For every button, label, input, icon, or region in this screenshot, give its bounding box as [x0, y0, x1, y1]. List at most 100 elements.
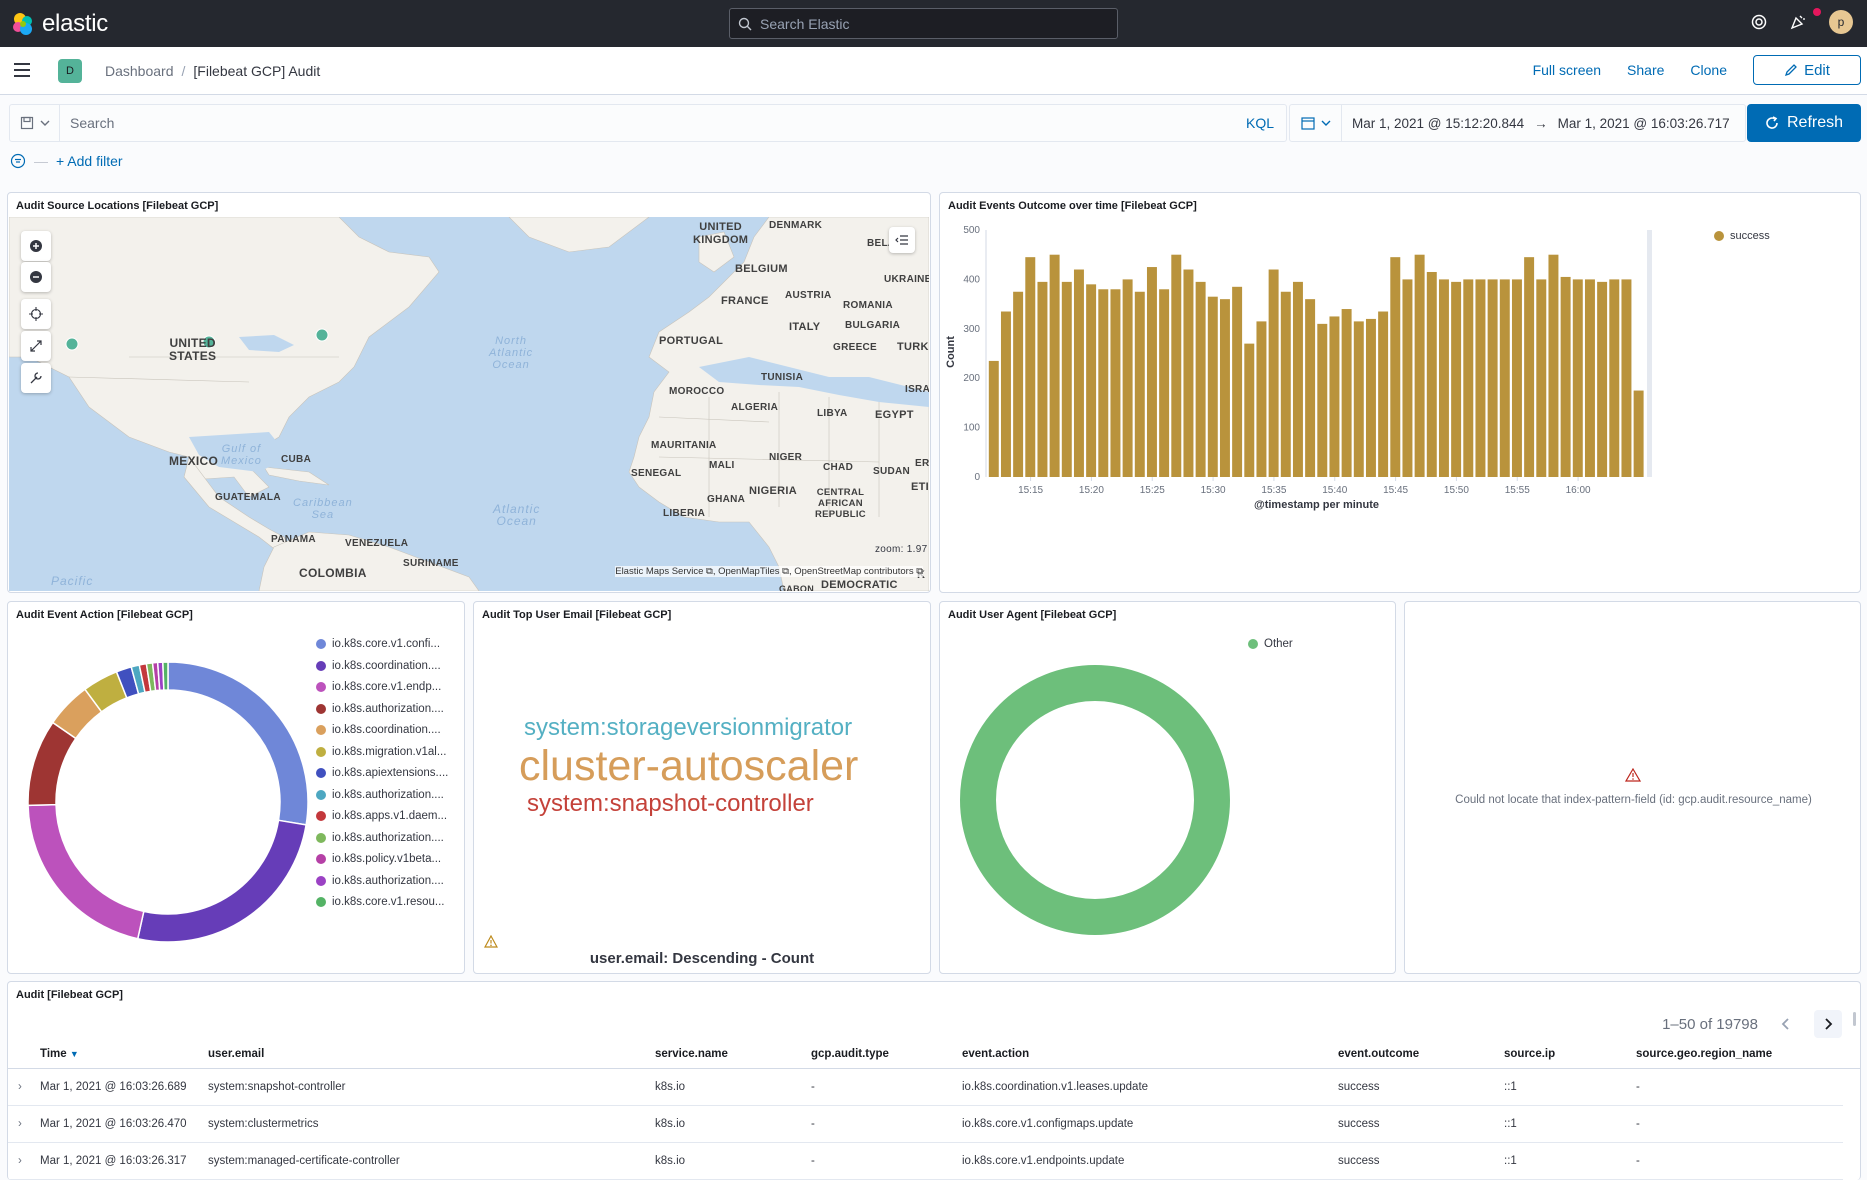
legend-item[interactable]: io.k8s.authorization....: [316, 703, 448, 715]
bar[interactable]: [1426, 271, 1437, 477]
bar[interactable]: [1463, 279, 1474, 477]
tag-cloud-word[interactable]: system:storageversionmigrator: [524, 714, 853, 741]
share-button[interactable]: Share: [1627, 62, 1665, 78]
donut-chart[interactable]: [18, 652, 318, 952]
edit-button[interactable]: Edit: [1753, 55, 1861, 85]
bar[interactable]: [1548, 254, 1559, 477]
zoom-out-button[interactable]: [21, 262, 51, 292]
quick-select-menu[interactable]: [1290, 105, 1342, 141]
bar[interactable]: [1110, 289, 1121, 477]
bar[interactable]: [1414, 254, 1425, 477]
legend-item[interactable]: io.k8s.core.v1.confi...: [316, 638, 448, 650]
map-canvas[interactable]: UNITED KINGDOM DENMARK BELA BELGIUM UKRAI…: [9, 217, 929, 591]
legend-item[interactable]: io.k8s.core.v1.resou...: [316, 896, 448, 908]
zoom-in-button[interactable]: [21, 231, 51, 261]
legend-item[interactable]: io.k8s.coordination....: [316, 724, 448, 736]
bar[interactable]: [1000, 311, 1011, 477]
scrollbar[interactable]: [1853, 1012, 1856, 1026]
filter-icon[interactable]: [10, 153, 26, 169]
column-header[interactable]: source.ip: [1504, 1048, 1556, 1060]
bar[interactable]: [1378, 311, 1389, 477]
bar[interactable]: [1633, 390, 1644, 477]
bar[interactable]: [1146, 267, 1157, 477]
table-row[interactable]: › Mar 1, 2021 @ 16:03:26.470 system:cluste…: [8, 1106, 1843, 1143]
tag-cloud-word[interactable]: cluster-autoscaler: [519, 742, 859, 790]
legend-item[interactable]: io.k8s.authorization....: [316, 875, 448, 887]
pie-slice[interactable]: [27, 721, 77, 807]
legend-item[interactable]: io.k8s.authorization....: [316, 789, 448, 801]
legend-item[interactable]: io.k8s.apiextensions....: [316, 767, 448, 779]
bar[interactable]: [1061, 281, 1072, 477]
legend-item[interactable]: io.k8s.migration.v1al...: [316, 746, 448, 758]
space-badge[interactable]: D: [58, 59, 82, 83]
bar[interactable]: [1244, 343, 1255, 477]
expand-row-icon[interactable]: ›: [18, 1155, 22, 1167]
expand-row-icon[interactable]: ›: [18, 1081, 22, 1093]
bar[interactable]: [1171, 254, 1182, 477]
donut-chart[interactable]: [960, 665, 1230, 935]
bar[interactable]: [1511, 279, 1522, 477]
legend-item[interactable]: io.k8s.core.v1.endp...: [316, 681, 448, 693]
menu-icon[interactable]: [14, 63, 30, 77]
bar[interactable]: [1232, 286, 1243, 477]
bar[interactable]: [1390, 257, 1401, 477]
pie-slice-other[interactable]: [960, 665, 1230, 935]
bar[interactable]: [1560, 276, 1571, 477]
global-search-input[interactable]: Search Elastic: [729, 8, 1118, 39]
bar[interactable]: [1037, 281, 1048, 477]
breadcrumb-dashboard[interactable]: Dashboard: [105, 63, 174, 79]
bar[interactable]: [1499, 279, 1510, 477]
bar[interactable]: [1438, 279, 1449, 477]
legend-toggle-button[interactable]: [889, 227, 915, 253]
kql-toggle[interactable]: KQL: [1245, 115, 1274, 131]
start-date[interactable]: Mar 1, 2021 @ 15:12:20.844: [1352, 115, 1525, 131]
bar[interactable]: [1098, 289, 1109, 477]
bar[interactable]: [1256, 321, 1267, 477]
bar[interactable]: [1159, 289, 1170, 477]
bar[interactable]: [988, 360, 999, 477]
bar[interactable]: [1365, 318, 1376, 477]
full-screen-button[interactable]: Full screen: [1532, 62, 1602, 78]
legend-item[interactable]: io.k8s.authorization....: [316, 832, 448, 844]
legend-item[interactable]: io.k8s.policy.v1beta...: [316, 853, 448, 865]
warning-icon[interactable]: [484, 935, 498, 948]
column-header[interactable]: source.geo.region_name: [1636, 1048, 1773, 1060]
bar[interactable]: [1584, 279, 1595, 477]
bar[interactable]: [1317, 323, 1328, 477]
pie-slice[interactable]: [27, 803, 145, 940]
help-icon[interactable]: [1751, 14, 1767, 30]
map-attribution[interactable]: Elastic Maps Service ⧉, OpenMapTiles ⧉, …: [615, 566, 923, 577]
bar[interactable]: [1536, 279, 1547, 477]
bar[interactable]: [1134, 291, 1145, 477]
bar[interactable]: [1049, 254, 1060, 477]
bar[interactable]: [1207, 296, 1218, 477]
add-filter-button[interactable]: + Add filter: [56, 153, 123, 169]
column-header[interactable]: event.outcome: [1338, 1048, 1420, 1060]
bar-chart[interactable]: 0 100 200 300 400 500 Count 15:15 15:20 15:25 15:3…: [940, 217, 1860, 592]
bar[interactable]: [1353, 321, 1364, 477]
legend-item[interactable]: io.k8s.coordination....: [316, 660, 448, 672]
bar[interactable]: [1329, 316, 1340, 477]
next-page-button[interactable]: [1814, 1010, 1842, 1038]
bar[interactable]: [1268, 269, 1279, 477]
bar[interactable]: [1183, 269, 1194, 477]
column-header[interactable]: user.email: [208, 1048, 265, 1060]
end-date[interactable]: Mar 1, 2021 @ 16:03:26.717: [1557, 115, 1730, 131]
bar[interactable]: [1305, 299, 1316, 477]
prev-page-button[interactable]: [1772, 1010, 1800, 1038]
bar[interactable]: [1402, 279, 1413, 477]
pie-slice[interactable]: [167, 661, 309, 826]
bar[interactable]: [1086, 284, 1097, 477]
bar[interactable]: [1341, 309, 1352, 477]
bar[interactable]: [1073, 269, 1084, 477]
expand-row-icon[interactable]: ›: [18, 1118, 22, 1130]
table-row[interactable]: › Mar 1, 2021 @ 16:03:26.689 system:snapsh…: [8, 1069, 1843, 1106]
column-header[interactable]: event.action: [962, 1048, 1030, 1060]
column-header[interactable]: service.name: [655, 1048, 728, 1060]
column-header[interactable]: gcp.audit.type: [811, 1048, 889, 1060]
bar[interactable]: [1013, 291, 1024, 477]
bar[interactable]: [1195, 281, 1206, 477]
legend-item-other[interactable]: Other: [1248, 638, 1293, 650]
legend-item[interactable]: io.k8s.apps.v1.daem...: [316, 810, 448, 822]
column-header-time[interactable]: Time ▼: [40, 1048, 79, 1060]
